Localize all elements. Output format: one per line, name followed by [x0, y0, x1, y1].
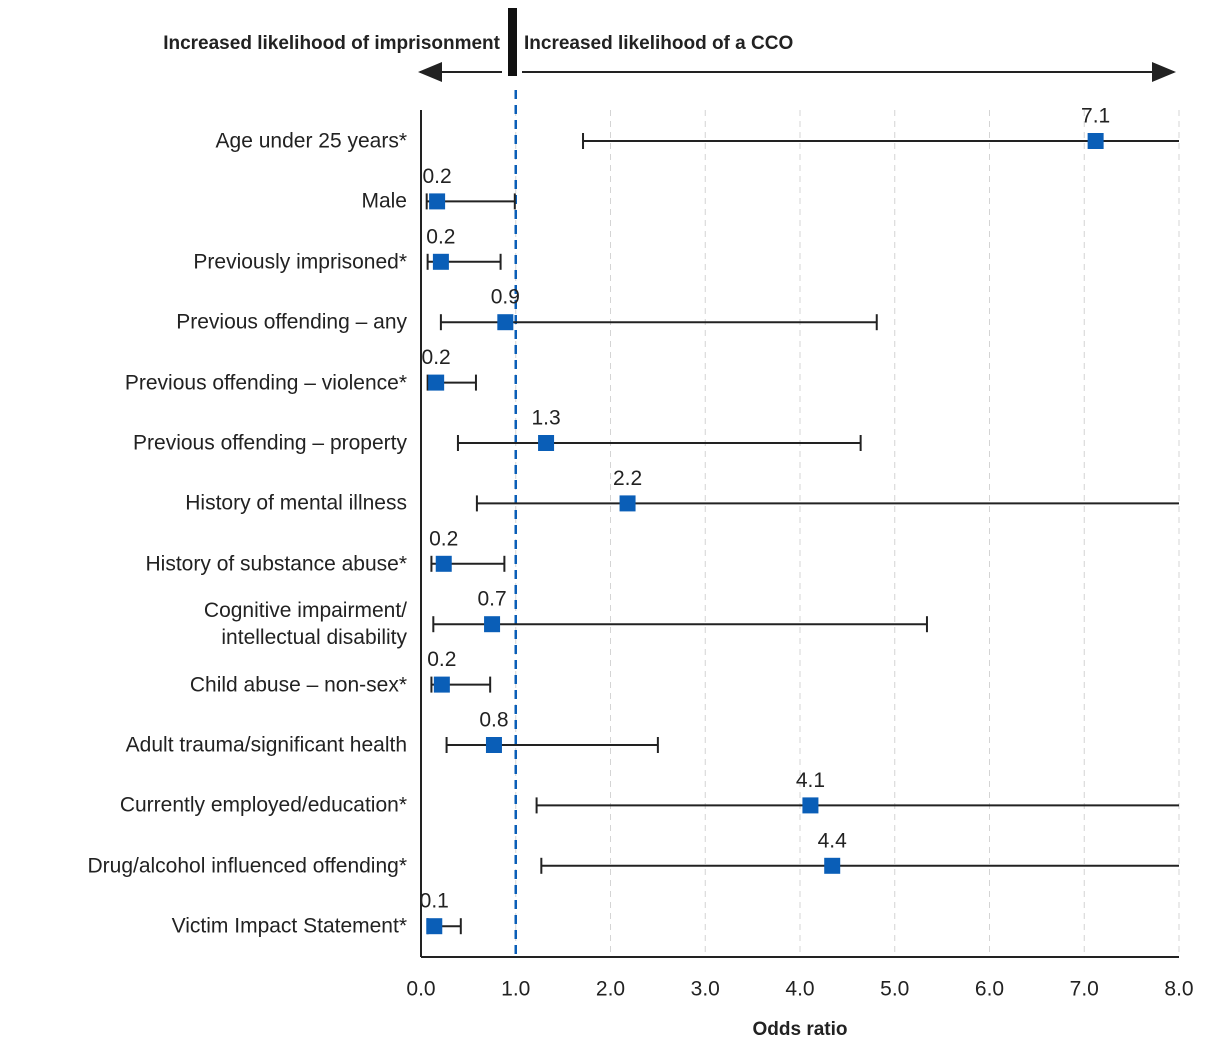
header-right: Increased likelihood of a CCO: [524, 33, 793, 54]
marker: [1087, 133, 1104, 149]
value-label: 0.2: [427, 648, 456, 671]
category-label: Drug/alcohol influenced offending*: [87, 854, 407, 878]
x-tick-label: 6.0: [975, 978, 1004, 1001]
value-label: 1.3: [531, 407, 560, 430]
marker: [433, 676, 450, 693]
x-axis-label: Odds ratio: [752, 1019, 847, 1040]
row: [445, 737, 659, 753]
header-left: Increased likelihood of imprisonment: [163, 33, 500, 54]
value-label: 0.2: [422, 346, 451, 369]
category-label: Child abuse – non-sex*: [189, 673, 407, 697]
category-label: History of mental illness: [185, 491, 407, 515]
row: [432, 616, 928, 633]
marker: [485, 737, 502, 753]
value-label: 4.4: [818, 829, 848, 852]
value-label: 0.9: [491, 286, 520, 309]
divider: [508, 8, 517, 76]
value-label: 0.7: [477, 588, 506, 611]
marker: [428, 374, 445, 391]
row: [456, 435, 862, 451]
value-label: 0.2: [426, 225, 455, 248]
category-label: Previous offending – property: [133, 431, 407, 455]
value-label: 0.2: [429, 527, 458, 550]
category-label: Adult trauma/significant health: [125, 733, 407, 757]
marker: [429, 193, 446, 210]
value-label: 4.1: [796, 769, 825, 792]
marker: [824, 857, 841, 874]
marker: [497, 314, 514, 331]
value-label: 7.1: [1081, 105, 1110, 128]
row: [582, 133, 1179, 149]
marker: [484, 616, 501, 633]
value-label: 0.2: [423, 165, 452, 188]
value-label: 2.2: [613, 467, 642, 490]
category-label: Cognitive impairment/ intellectual disab…: [203, 599, 407, 650]
value-label: 0.8: [479, 709, 508, 732]
category-label: Male: [361, 189, 407, 213]
row: [540, 857, 1179, 874]
category-label: Victim Impact Statement*: [171, 914, 407, 938]
marker: [538, 435, 555, 451]
value-label: 0.1: [420, 890, 449, 913]
row: [535, 797, 1179, 814]
marker: [432, 253, 449, 270]
x-tick-label: 0.0: [406, 978, 435, 1001]
category-label: Currently employed/education*: [119, 793, 407, 817]
grid: [420, 110, 1180, 957]
row: [439, 314, 878, 331]
x-tick-label: 5.0: [880, 978, 909, 1001]
x-tick-label: 1.0: [501, 978, 530, 1001]
x-tick-label: 8.0: [1164, 978, 1193, 1001]
category-label: Age under 25 years*: [215, 129, 407, 153]
marker: [619, 495, 636, 512]
x-tick-label: 4.0: [785, 978, 814, 1001]
category-label: Previous offending – any: [176, 310, 407, 334]
row: [475, 495, 1179, 512]
x-tick-label: 2.0: [596, 978, 625, 1001]
category-label: Previously imprisoned*: [193, 250, 407, 274]
x-tick-label: 3.0: [691, 978, 720, 1001]
marker: [426, 918, 443, 935]
category-label: Previous offending – violence*: [124, 371, 407, 395]
marker: [802, 797, 819, 814]
marker: [435, 555, 452, 572]
category-label: History of substance abuse*: [145, 552, 407, 576]
x-tick-label: 7.0: [1070, 978, 1099, 1001]
